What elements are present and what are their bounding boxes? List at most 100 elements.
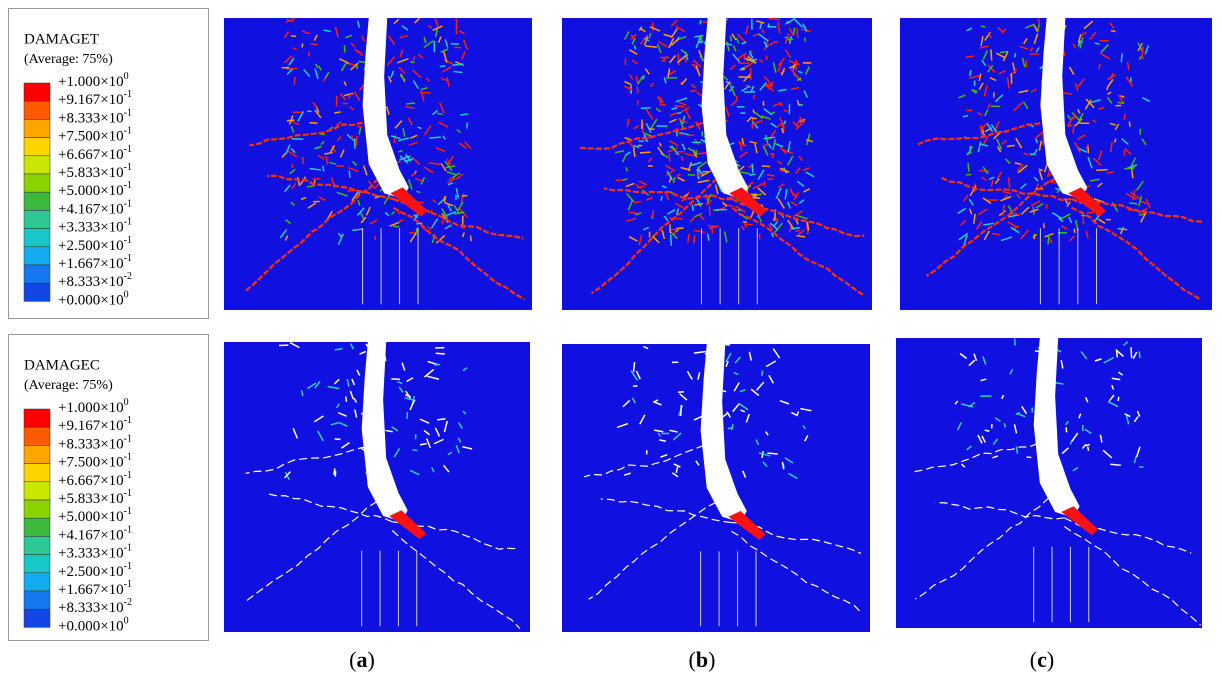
legend-label: +0.000×100: [58, 290, 129, 309]
legend-swatch: [24, 119, 50, 137]
damage-dash: [462, 196, 467, 197]
legend-swatch: [24, 573, 50, 591]
legend-label: +2.500×10-1: [58, 235, 132, 254]
damage-dash: [671, 234, 672, 245]
legend-swatch: [24, 210, 50, 228]
legend-swatch: [24, 500, 50, 518]
label-base: +1.667×10: [58, 582, 124, 598]
damage-dash: [787, 39, 793, 40]
legend-swatch: [24, 536, 50, 554]
damage-dash: [440, 66, 445, 67]
damage-dash: [1107, 172, 1114, 173]
label-exponent: -1: [124, 217, 132, 228]
damage-dash: [302, 43, 303, 47]
damage-dash: [1044, 223, 1045, 228]
simulation-panel: [900, 18, 1212, 310]
label-exponent: -1: [124, 561, 132, 572]
damage-dash: [661, 196, 662, 201]
label-base: +3.333×10: [58, 546, 124, 562]
label-exponent: -1: [124, 108, 132, 119]
label-exponent: -1: [124, 415, 132, 426]
legend-label: +8.333×10-2: [58, 597, 132, 616]
label-exponent: -1: [124, 235, 132, 246]
label-base: +6.667×10: [58, 473, 124, 489]
legend-swatch: [24, 482, 50, 500]
label-exponent: -1: [124, 144, 132, 155]
label-exponent: -1: [124, 126, 132, 137]
damage-dash: [728, 428, 732, 429]
label-base: +6.667×10: [58, 147, 124, 163]
legend-swatch: [24, 409, 50, 427]
damage-dash: [640, 152, 650, 153]
damage-dash: [730, 36, 731, 42]
legend-swatch: [24, 609, 50, 627]
damage-dash: [1118, 397, 1119, 401]
damage-dash: [391, 379, 400, 380]
damage-dash: [1121, 53, 1122, 62]
damage-dash: [1088, 447, 1089, 451]
damage-dash: [1073, 113, 1074, 119]
legend-swatch: [24, 247, 50, 265]
label-exponent: -1: [124, 180, 132, 191]
label-exponent: -1: [124, 488, 132, 499]
legend-label: +4.167×10-1: [58, 525, 132, 544]
label-base: +3.333×10: [58, 220, 124, 236]
damage-dash: [1131, 347, 1132, 358]
label-base: +7.500×10: [58, 129, 124, 145]
legend-swatch: [24, 229, 50, 247]
damage-dash: [461, 227, 465, 228]
label-exponent: -1: [124, 452, 132, 463]
simulation-panel: [562, 344, 870, 632]
panel-label-part: ): [708, 647, 715, 672]
label-base: +1.667×10: [58, 256, 124, 272]
legend-subtitle: (Average: 75%): [24, 378, 113, 393]
legend-swatch: [24, 101, 50, 119]
label-exponent: 0: [124, 397, 129, 408]
damage-dash: [470, 236, 471, 241]
damage-dash: [302, 157, 303, 164]
panel-label-part: b: [696, 647, 708, 672]
label-exponent: -2: [124, 271, 132, 282]
legend-label: +6.667×10-1: [58, 470, 132, 489]
label-base: +0.000×10: [58, 619, 124, 635]
damage-dash: [1083, 215, 1084, 224]
damage-dash: [349, 171, 350, 178]
legend-label: +5.833×10-1: [58, 162, 132, 181]
damage-dash: [762, 371, 763, 376]
damage-dash: [1110, 464, 1121, 465]
damage-dash: [736, 96, 737, 100]
legend-swatch: [24, 427, 50, 445]
legend-label: +1.000×100: [58, 71, 129, 90]
damage-dash: [643, 75, 644, 79]
damage-dash: [311, 44, 318, 45]
damage-dash: [454, 71, 463, 72]
damage-dash: [985, 430, 990, 431]
damage-dash: [406, 103, 415, 104]
panel-label-part: (: [349, 647, 356, 672]
damage-dash: [752, 164, 753, 173]
damage-dash: [1124, 168, 1133, 169]
damage-dash: [1096, 170, 1107, 171]
damage-dash: [791, 228, 800, 229]
damage-dash: [966, 56, 974, 57]
legend-swatch: [24, 138, 50, 156]
damage-dash: [678, 54, 679, 66]
label-exponent: -1: [124, 525, 132, 536]
damage-dash: [323, 166, 324, 172]
legend-label: +1.667×10-1: [58, 253, 132, 272]
legend-swatch: [24, 83, 50, 101]
damage-dash: [393, 226, 399, 227]
legend-label: +8.333×10-1: [58, 108, 132, 127]
panel-label: (a): [349, 647, 375, 672]
legend-title: DAMAGET: [24, 31, 99, 47]
legend-label: +6.667×10-1: [58, 144, 132, 163]
damage-dash: [334, 468, 335, 475]
legend-swatch: [24, 192, 50, 210]
damage-dash: [745, 224, 753, 225]
label-exponent: 0: [124, 290, 129, 301]
damage-dash: [677, 113, 681, 114]
label-exponent: -2: [124, 597, 132, 608]
simulation-panel: [896, 338, 1202, 628]
simulation-panel: [224, 342, 530, 632]
